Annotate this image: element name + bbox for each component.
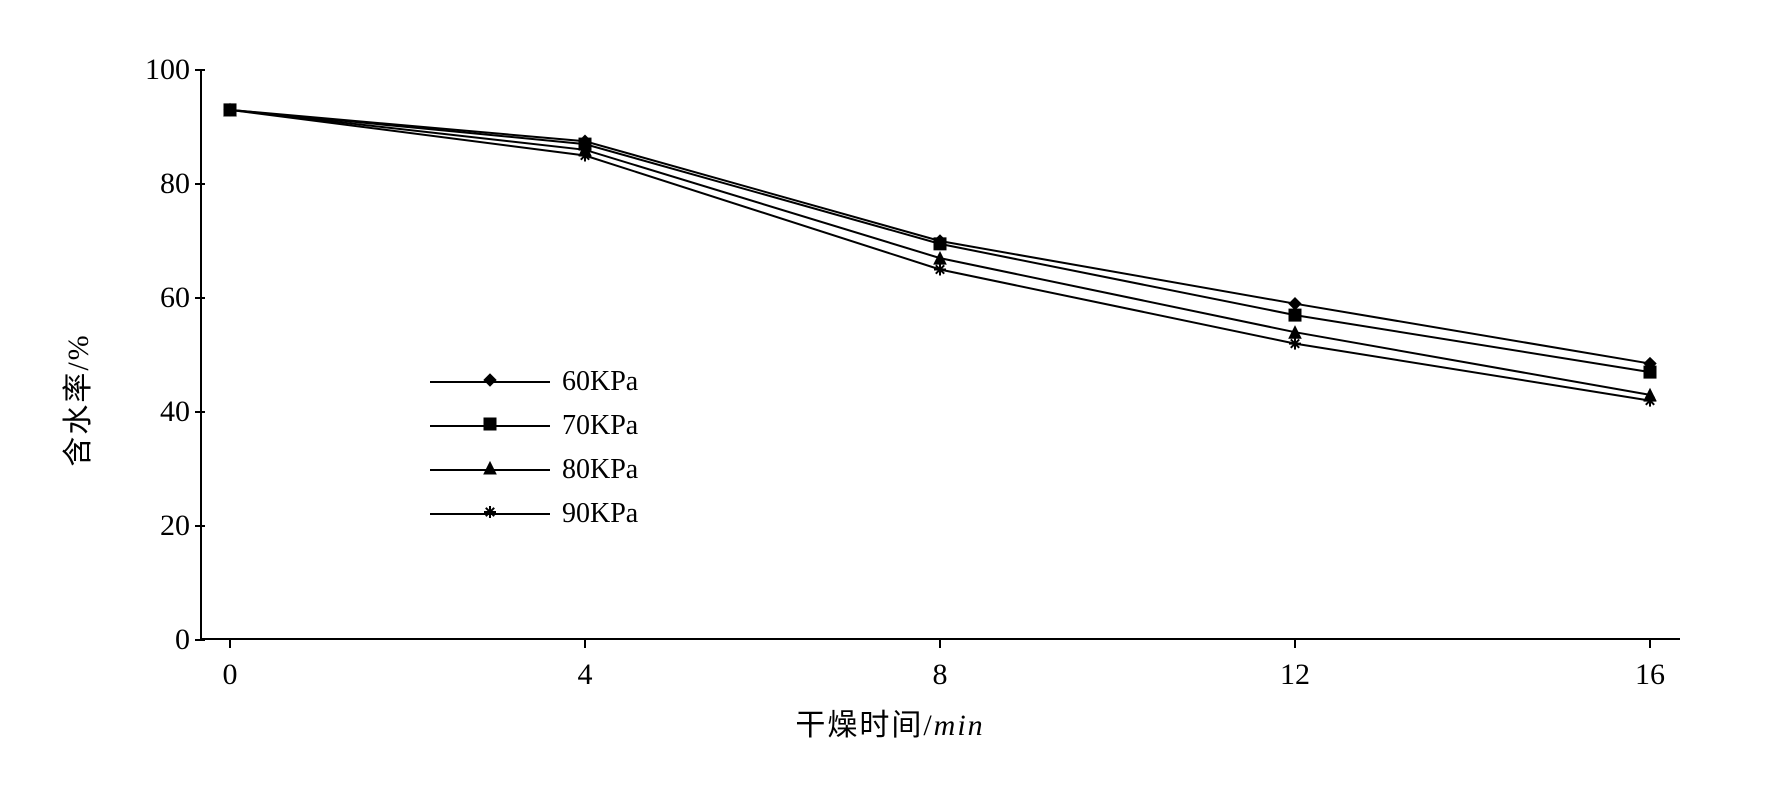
x-tick-label: 16 [1635, 658, 1665, 692]
y-tick [195, 69, 205, 71]
legend-item: 70KPa [430, 404, 638, 448]
legend-line [430, 513, 550, 515]
x-axis-title-prefix: 干燥时间/ [795, 709, 933, 742]
y-tick-label: 40 [160, 395, 190, 429]
legend-item: 90KPa [430, 492, 638, 536]
y-tick-label: 0 [175, 623, 190, 657]
legend-line [430, 381, 550, 383]
x-tick-label: 12 [1280, 658, 1310, 692]
legend-item: 80KPa [430, 448, 638, 492]
chart-lines-svg [200, 70, 1680, 640]
y-tick [195, 297, 205, 299]
legend: 60KPa 70KPa 80KPa 90KPa [430, 360, 638, 536]
chart-container: 含水率/% 干燥时间/min [60, 60, 1720, 740]
y-tick [195, 525, 205, 527]
legend-label: 60KPa [562, 366, 638, 398]
x-tick [229, 638, 231, 648]
x-axis-title-unit: min [934, 709, 985, 742]
x-tick [939, 638, 941, 648]
legend-line [430, 469, 550, 471]
legend-label: 70KPa [562, 410, 638, 442]
legend-label: 80KPa [562, 454, 638, 486]
y-tick-label: 60 [160, 281, 190, 315]
y-tick [195, 639, 205, 641]
y-tick-label: 80 [160, 167, 190, 201]
legend-marker [480, 410, 500, 442]
y-tick-label: 20 [160, 509, 190, 543]
x-tick-label: 0 [223, 658, 238, 692]
x-tick [1294, 638, 1296, 648]
legend-item: 60KPa [430, 360, 638, 404]
legend-label: 90KPa [562, 498, 638, 530]
legend-marker [480, 454, 500, 486]
legend-marker [480, 498, 500, 530]
legend-marker [480, 366, 500, 398]
y-tick [195, 411, 205, 413]
x-tick [1649, 638, 1651, 648]
legend-line [430, 425, 550, 427]
x-axis-title: 干燥时间/min [795, 700, 984, 744]
x-tick [584, 638, 586, 648]
y-tick-label: 100 [145, 53, 190, 87]
y-tick [195, 183, 205, 185]
x-tick-label: 8 [933, 658, 948, 692]
y-axis-title: 含水率/% [53, 333, 97, 466]
x-tick-label: 4 [578, 658, 593, 692]
